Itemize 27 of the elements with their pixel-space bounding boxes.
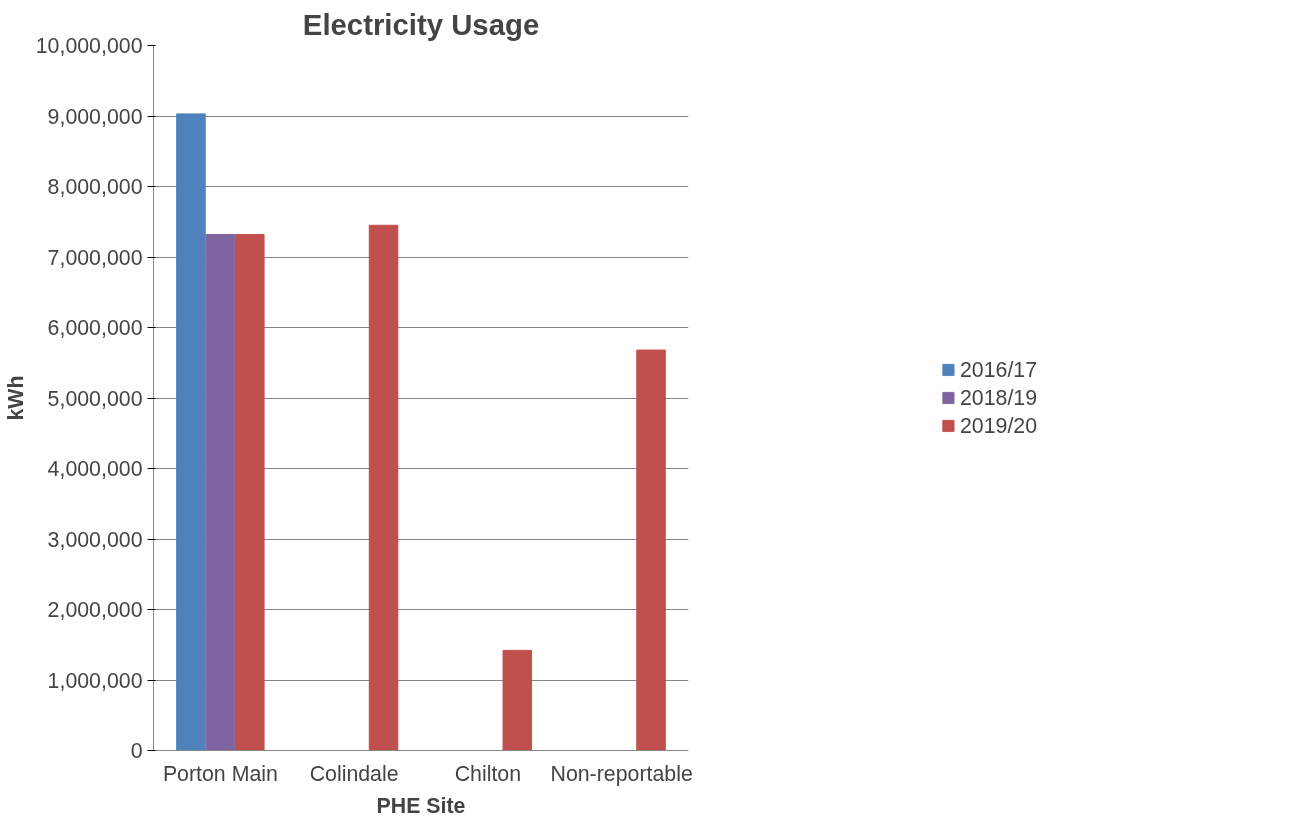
- bar: [205, 233, 236, 751]
- bar: [636, 349, 666, 751]
- y-tick-label: 9,000,000: [47, 104, 143, 129]
- y-axis-title: kWh: [3, 375, 28, 421]
- legend-label: 2018/19: [959, 385, 1038, 410]
- y-tick-label: 6,000,000: [47, 316, 143, 340]
- bar: [502, 649, 533, 751]
- y-tick-label: 2,000,000: [47, 598, 143, 622]
- bar: [368, 224, 399, 751]
- y-tick-label: 4,000,000: [47, 457, 143, 481]
- x-axis-title: PHE Site: [376, 793, 466, 818]
- y-tick-label: 1,000,000: [47, 668, 143, 693]
- legend-label: 2016/17: [959, 357, 1038, 382]
- y-tick-label: 0: [130, 739, 143, 763]
- bar: [235, 233, 265, 751]
- y-tick-label: 8,000,000: [47, 175, 143, 199]
- x-tick-label: Non-reportable: [550, 761, 693, 786]
- y-tick-label: 10,000,000: [35, 34, 143, 58]
- bar: [176, 113, 206, 751]
- y-tick-label: 3,000,000: [47, 527, 143, 552]
- chart-title: Electricity Usage: [302, 7, 540, 41]
- legend-label: 2019/20: [959, 413, 1038, 438]
- x-tick-label: Chilton: [454, 761, 522, 786]
- x-tick-label: Porton Main: [162, 761, 278, 786]
- x-tick-label: Colindale: [309, 761, 399, 786]
- y-tick-label: 5,000,000: [47, 386, 143, 411]
- y-tick-label: 7,000,000: [47, 245, 143, 270]
